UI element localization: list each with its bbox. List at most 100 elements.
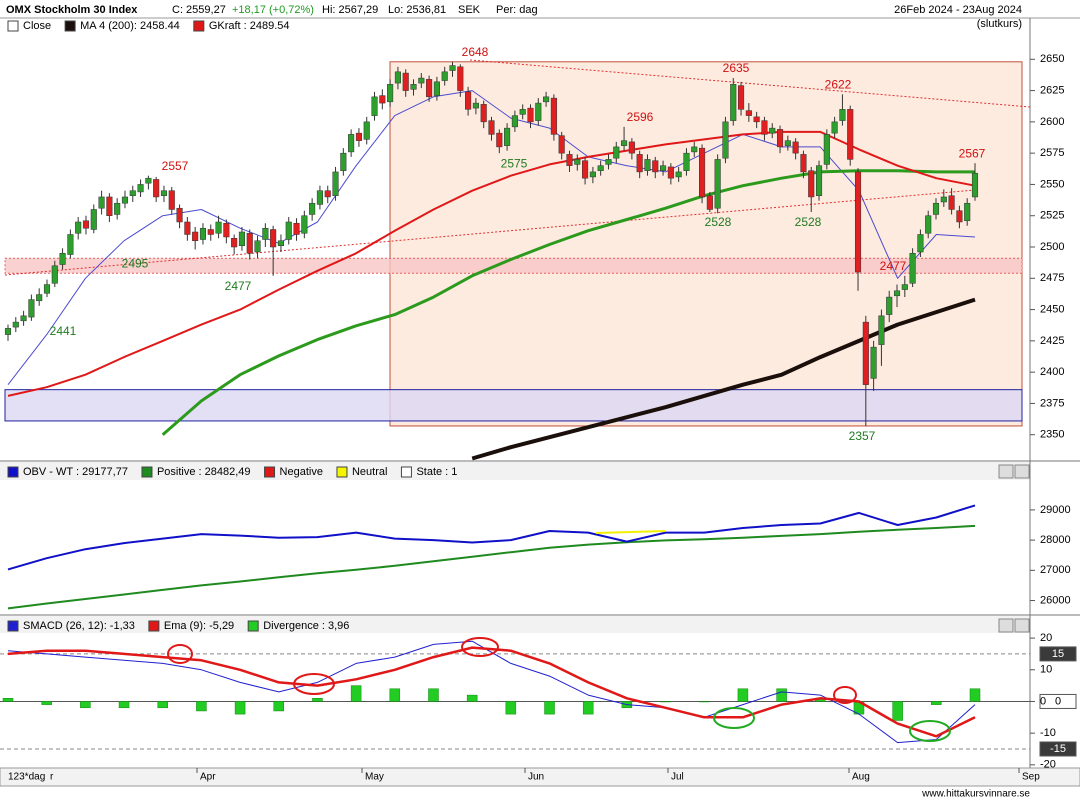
y-tick-label: 2625 xyxy=(1040,84,1064,96)
candle-body xyxy=(137,184,144,193)
zoom-button[interactable] xyxy=(998,618,1014,633)
x-tick-label: r xyxy=(50,772,54,783)
divergence-bar xyxy=(544,701,555,715)
legend-label: Close xyxy=(23,20,51,32)
candle-body xyxy=(628,141,635,154)
candle-body xyxy=(316,190,323,205)
candle-body xyxy=(254,240,261,253)
candle-body xyxy=(940,196,947,203)
zoom-button[interactable] xyxy=(998,464,1014,479)
candle-body xyxy=(675,171,682,178)
line xyxy=(7,524,976,610)
candle-body xyxy=(854,171,862,273)
candle-body xyxy=(621,140,628,146)
y-tick-label: 2575 xyxy=(1040,147,1064,159)
high-label: 2557 xyxy=(162,159,189,173)
candle-body xyxy=(355,132,362,141)
candle-body xyxy=(184,221,191,235)
candle-body xyxy=(644,159,651,171)
candle-body xyxy=(784,140,791,146)
legend-swatch xyxy=(264,466,276,478)
candle-body xyxy=(496,132,503,148)
candle-body xyxy=(527,107,534,123)
candle-body xyxy=(566,154,573,166)
candle-body xyxy=(457,66,464,91)
level-label: -15 xyxy=(1050,743,1066,755)
candle-body xyxy=(847,109,854,160)
candle-body xyxy=(714,159,721,209)
close-value: C: 2559,27 xyxy=(172,4,226,16)
level-label: 0 xyxy=(1055,695,1061,707)
candle-body xyxy=(418,77,425,84)
legend-swatch xyxy=(193,20,205,32)
divergence-bar xyxy=(2,698,14,702)
divergence-bar xyxy=(582,701,594,715)
divergence-bar xyxy=(196,701,207,712)
candle-body xyxy=(917,234,924,253)
candle-body xyxy=(285,221,292,240)
candle-body xyxy=(270,229,277,248)
legend-label: Positive : 28482,49 xyxy=(157,466,251,478)
signal-marker xyxy=(909,720,951,742)
candle-body xyxy=(745,110,752,116)
divergence-bar xyxy=(389,688,401,702)
legend-label: GKraft : 2489.54 xyxy=(209,20,290,32)
candle-body xyxy=(465,91,472,110)
candle-body xyxy=(153,179,160,198)
candle-body xyxy=(886,296,893,315)
candle-body xyxy=(535,102,542,121)
candle-body xyxy=(121,196,129,204)
signal-marker xyxy=(713,707,755,729)
close-button[interactable] xyxy=(1014,618,1030,633)
low-value: Lo: 2536,81 xyxy=(388,4,446,16)
divergence-bar xyxy=(505,701,517,715)
legend-label: State : 1 xyxy=(416,466,457,478)
price-basis: (slutkurs) xyxy=(977,18,1022,30)
low-label: 2357 xyxy=(849,429,876,443)
y-tick-label: 27000 xyxy=(1040,564,1071,576)
line xyxy=(161,169,975,436)
x-tick-label: Apr xyxy=(200,772,216,783)
legend-label: Negative xyxy=(280,466,323,478)
high-label: 2477 xyxy=(880,259,907,273)
candle-body xyxy=(761,120,768,135)
y-tick-label: 2450 xyxy=(1040,303,1064,315)
high-label: 2622 xyxy=(825,78,852,92)
candle-body xyxy=(800,154,807,173)
y-tick-label: 2600 xyxy=(1040,116,1064,128)
x-axis-bar xyxy=(0,767,1080,787)
candle-body xyxy=(480,104,487,123)
candle-body xyxy=(932,202,940,215)
candle-body xyxy=(98,196,105,209)
y-tick-label: 2375 xyxy=(1040,397,1064,409)
candle-body xyxy=(597,165,604,171)
y-tick-label: 29000 xyxy=(1040,504,1071,516)
high-label: 2567 xyxy=(959,146,986,160)
candle-body xyxy=(324,190,331,198)
y-tick-label: 28000 xyxy=(1040,534,1071,546)
candle-body xyxy=(737,85,745,110)
candle-body xyxy=(340,152,347,171)
candle-body xyxy=(753,116,760,123)
candle-body xyxy=(309,202,316,215)
low-label: 2528 xyxy=(795,215,822,229)
legend-label: OBV - WT : 29177,77 xyxy=(23,466,128,478)
candle-body xyxy=(613,146,620,159)
candle-body xyxy=(605,159,612,165)
candle-body xyxy=(36,294,43,302)
legend-swatch xyxy=(247,620,259,632)
divergence-bar xyxy=(350,685,362,702)
candle-body xyxy=(176,207,183,223)
y-tick-label: 10 xyxy=(1040,664,1052,676)
divergence-bar xyxy=(931,701,942,705)
line xyxy=(7,640,976,744)
close-button[interactable] xyxy=(1014,464,1030,479)
line xyxy=(7,90,976,386)
candle-body xyxy=(667,166,674,179)
divergence-bar xyxy=(118,701,130,709)
legend-label: Divergence : 3,96 xyxy=(263,620,349,632)
candle-body xyxy=(379,95,386,104)
date-range: 26Feb 2024 - 23Aug 2024 xyxy=(894,4,1022,16)
plot-area xyxy=(4,59,1030,461)
